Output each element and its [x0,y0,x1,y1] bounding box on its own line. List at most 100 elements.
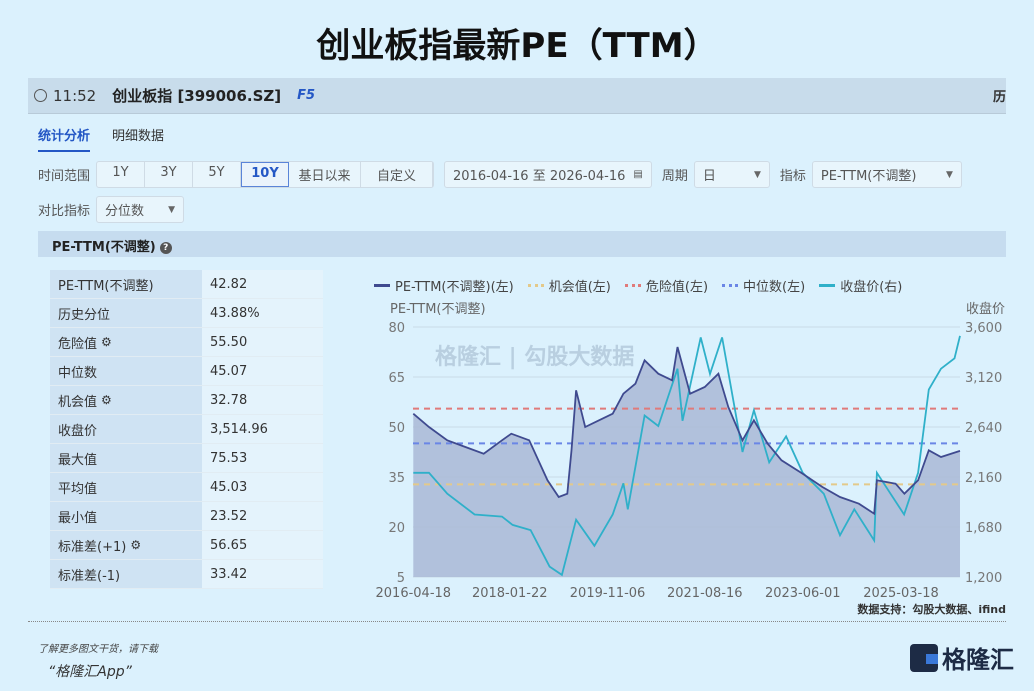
promo-app: “格隆汇App” [48,664,132,680]
stat-label: 机会值 ⚙ [50,386,202,414]
stat-label: 最大值 [50,444,202,472]
stat-label-text: 平均值 [58,481,98,497]
stat-label: 平均值 [50,473,202,501]
stat-label-text: 标准差(-1) [58,568,121,584]
stat-label: PE-TTM(不调整) [50,270,202,298]
stats-row: 最大值 75.53 [50,444,323,473]
stat-label: 标准差(-1) [50,560,202,588]
stat-value: 23.52 [202,502,323,530]
x-tick: 2016-04-18 [376,586,452,601]
y-right-tick: 2,640 [965,421,1002,436]
gear-icon[interactable]: ⚙ [101,335,112,349]
gelonghui-logo: 格隆汇 [910,640,1014,675]
tab-stats[interactable]: 统计分析 [38,125,91,152]
help-icon[interactable]: ? [159,241,172,254]
chart-legend: PE-TTM(不调整)(左) 机会值(左) 危险值(左) 中位数(左) 收盘价(… [374,276,902,295]
legend-opportunity[interactable]: 机会值(左) [527,276,611,295]
data-source: 数据支持：勾股大数据、ifind [857,603,1006,616]
y-left-tick: 65 [388,371,405,386]
range-3y[interactable]: 3Y [145,162,194,187]
range-selector: 1Y 3Y 5Y 10Y 基日以来 自定义 [96,161,435,188]
stat-label-text: 机会值 [58,394,98,410]
indicator-label: 指标 [779,169,806,184]
y-right-tick: 3,120 [965,371,1002,386]
gear-icon[interactable]: ⚙ [130,538,142,552]
legend-swatch [819,284,836,287]
header-cut-text: 历 [992,90,1006,105]
legend-swatch [527,284,544,287]
y-left-tick: 5 [397,571,405,586]
gear-icon[interactable]: ⚙ [101,393,112,407]
x-tick: 2018-01-22 [472,586,548,601]
stat-value: 55.50 [202,328,323,356]
stats-row: 最小值 23.52 [50,502,323,531]
range-since-base[interactable]: 基日以来 [289,162,362,187]
promo-text: 了解更多图文干货，请下载 [38,644,158,655]
y-left-tick: 80 [388,321,405,336]
legend-swatch [722,284,739,287]
range-10y[interactable]: 10Y [241,162,290,187]
stat-label-text: PE-TTM(不调整) [58,278,154,294]
header-bar: 11:52 创业板指 [399006.SZ] F5 历 [28,78,1006,114]
legend-label: 收盘价(右) [840,280,903,295]
watermark: 格隆汇 | 勾股大数据 [435,344,634,370]
pe-area [413,347,960,577]
date-range-input[interactable]: 2016-04-16 至 2026-04-16 ▤ [444,161,652,188]
section-title: PE-TTM(不调整) [52,240,156,255]
stat-label: 历史分位 [50,299,202,327]
stat-label-text: 中位数 [58,365,98,381]
range-label: 时间范围 [38,169,91,184]
legend-pe[interactable]: PE-TTM(不调整)(左) [374,276,514,295]
date-range-value: 2016-04-16 至 2026-04-16 [453,169,626,184]
stat-label-text: 标准差(+1) [58,539,127,555]
chevron-down-icon: ▼ [945,169,953,180]
stats-row: 标准差(-1) 33.42 [50,560,323,589]
y-right-tick: 1,680 [965,521,1002,536]
index-name: 创业板指 [399006.SZ] [112,87,282,105]
range-custom[interactable]: 自定义 [361,162,434,187]
indicator-select[interactable]: PE-TTM(不调整) ▼ [811,161,962,188]
pe-line [412,346,961,516]
x-tick: 2023-06-01 [765,586,841,601]
legend-median[interactable]: 中位数(左) [722,276,805,295]
compare-select[interactable]: 分位数 ▼ [96,196,185,223]
range-5y[interactable]: 5Y [193,162,242,187]
stats-row: 中位数 45.07 [50,357,323,386]
clock-icon [34,89,47,102]
stat-label-text: 危险值 [58,336,98,352]
stat-value: 56.65 [202,531,323,559]
close-price-line [413,335,961,577]
legend-label: 中位数(左) [743,280,806,295]
stat-label-text: 收盘价 [58,423,98,439]
period-value: 日 [702,169,716,184]
f5-button[interactable]: F5 [297,88,316,103]
tab-detail[interactable]: 明细数据 [112,129,165,144]
y-right-label: 收盘价 [966,301,1005,317]
range-1y[interactable]: 1Y [97,162,146,187]
stats-row: 机会值 ⚙ 32.78 [50,386,323,415]
legend-close[interactable]: 收盘价(右) [819,276,902,295]
stat-value: 45.07 [202,357,323,385]
legend-danger[interactable]: 危险值(左) [624,276,709,295]
divider [28,621,1006,622]
y-right-tick: 2,160 [965,471,1002,486]
stat-label: 最小值 [50,502,202,530]
y-left-label: PE-TTM(不调整) [390,302,486,317]
chevron-down-icon: ▼ [753,169,761,180]
calendar-icon: ▤ [633,169,643,180]
stat-value: 3,514.96 [202,415,323,443]
legend-label: 机会值(左) [548,280,611,295]
stats-row: 危险值 ⚙ 55.50 [50,328,323,357]
period-select[interactable]: 日 ▼ [693,161,770,188]
legend-label: 危险值(左) [645,280,709,295]
legend-swatch [624,284,641,287]
y-left-tick: 20 [388,521,405,536]
compare-label: 对比指标 [38,204,91,219]
legend-swatch [374,284,390,287]
logo-text: 格隆汇 [942,646,1014,674]
y-left-tick: 50 [388,421,405,436]
stat-value: 75.53 [202,444,323,472]
stat-label: 收盘价 [50,415,202,443]
x-tick: 2025-03-18 [863,586,939,601]
stat-value: 32.78 [202,386,323,414]
